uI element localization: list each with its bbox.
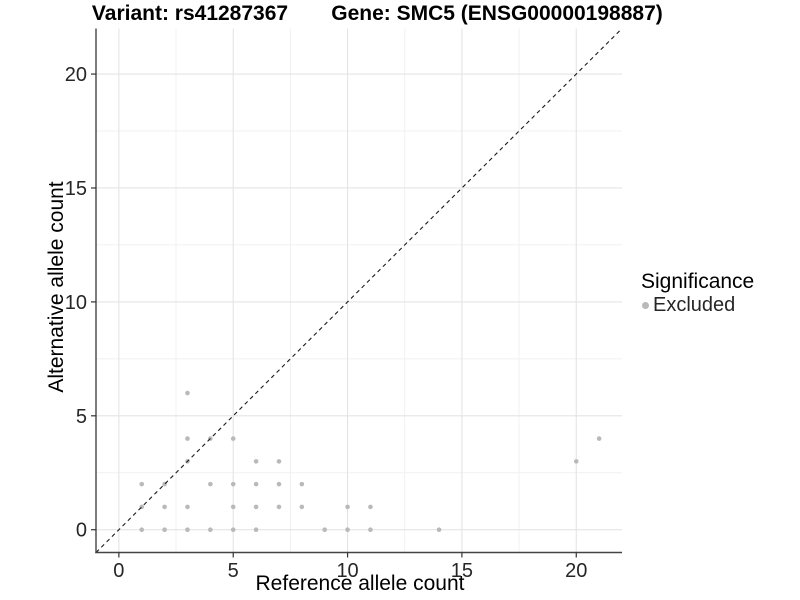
data-point xyxy=(230,527,236,533)
data-point xyxy=(299,504,305,510)
data-point xyxy=(322,527,327,533)
data-point xyxy=(162,527,167,533)
x-tick-label: 0 xyxy=(113,560,124,582)
y-tick-label: 5 xyxy=(76,406,87,428)
x-tick-label: 20 xyxy=(565,560,587,582)
data-point xyxy=(208,527,213,533)
y-axis-title: Alternative allele count xyxy=(45,181,68,393)
data-point xyxy=(185,436,190,441)
plot-title-variant: Variant: rs41287367 xyxy=(91,2,289,25)
x-tick-label: 15 xyxy=(451,560,473,582)
legend: Significance Excluded xyxy=(641,269,755,316)
data-point xyxy=(345,504,350,510)
data-point xyxy=(368,504,373,510)
legend-title: Significance xyxy=(641,270,755,293)
data-point xyxy=(139,481,145,487)
data-point xyxy=(253,481,259,487)
y-tick-label: 20 xyxy=(65,64,87,86)
data-point xyxy=(253,504,259,510)
identity-line xyxy=(95,28,623,553)
data-point xyxy=(139,527,145,533)
plot-title-gene: Gene: SMC5 (ENSG00000198887) xyxy=(331,2,663,25)
data-point xyxy=(185,390,190,396)
data-point xyxy=(368,527,373,533)
x-tick-label: 10 xyxy=(336,560,358,582)
data-point xyxy=(253,527,259,533)
data-point xyxy=(230,504,236,510)
legend-entry-excluded: Excluded xyxy=(642,293,754,316)
data-point xyxy=(436,527,442,533)
data-point xyxy=(276,459,282,464)
x-axis-title: Reference allele count xyxy=(255,572,465,595)
y-tick-label: 10 xyxy=(65,292,87,314)
data-point xyxy=(596,436,602,441)
data-point xyxy=(230,481,236,487)
data-point xyxy=(253,459,259,464)
x-tick-label: 5 xyxy=(228,560,239,582)
legend-entry-label: Excluded xyxy=(653,293,736,316)
data-point xyxy=(276,481,282,487)
data-point xyxy=(573,459,579,464)
data-point xyxy=(345,527,350,533)
y-tick-label: 15 xyxy=(65,178,87,200)
data-point xyxy=(185,504,190,510)
data-point xyxy=(185,527,190,533)
data-point xyxy=(230,436,236,441)
data-point xyxy=(276,504,282,510)
data-point xyxy=(162,504,167,510)
excluded-point-icon xyxy=(642,301,649,309)
data-point xyxy=(208,481,213,487)
y-tick-label: 0 xyxy=(76,520,87,542)
data-point xyxy=(299,481,305,487)
